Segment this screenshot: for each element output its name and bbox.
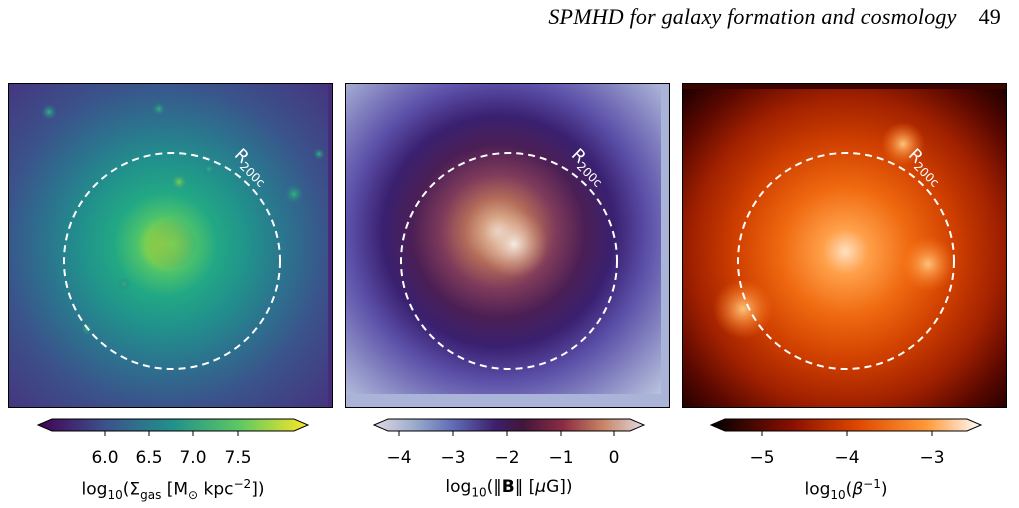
magnetic-field-colorbar: −4 −3 −2 −1 0 log10(‖B‖ [μG]) <box>372 418 646 500</box>
plasma-beta-map: R200c <box>682 83 1007 408</box>
running-title: SPMHD for galaxy formation and cosmology <box>548 4 957 29</box>
tick-label: −1 <box>548 448 574 468</box>
plasma-beta-colorbar: −5 −4 −3 log10(β−1) <box>709 418 983 503</box>
tick-label: 6.5 <box>135 448 163 468</box>
gas-density-map: R200c <box>8 83 333 408</box>
running-header: SPMHD for galaxy formation and cosmology… <box>548 4 1001 30</box>
colorbar-label: log10(Σgas [M⊙ kpc−2]) <box>81 477 265 503</box>
tick-label: 7.0 <box>179 448 207 468</box>
colorbar-label: log10(‖B‖ [μG]) <box>445 477 573 500</box>
tick-label: −3 <box>440 448 466 468</box>
colorbar-label: log10(β−1) <box>804 477 888 503</box>
tick-label: −4 <box>386 448 412 468</box>
tick-label: −2 <box>494 448 520 468</box>
tick-label: −4 <box>834 448 860 468</box>
tick-label: −5 <box>749 448 775 468</box>
tick-label: 7.5 <box>224 448 252 468</box>
page-number: 49 <box>978 4 1001 29</box>
tick-label: 6.0 <box>91 448 119 468</box>
tick-label: 0 <box>608 448 620 468</box>
magnetic-field-map: R200c <box>345 83 670 408</box>
tick-label: −3 <box>919 448 945 468</box>
gas-density-colorbar: 6.0 6.5 7.0 7.5 log10(Σgas [M⊙ kpc−2]) <box>36 418 310 503</box>
